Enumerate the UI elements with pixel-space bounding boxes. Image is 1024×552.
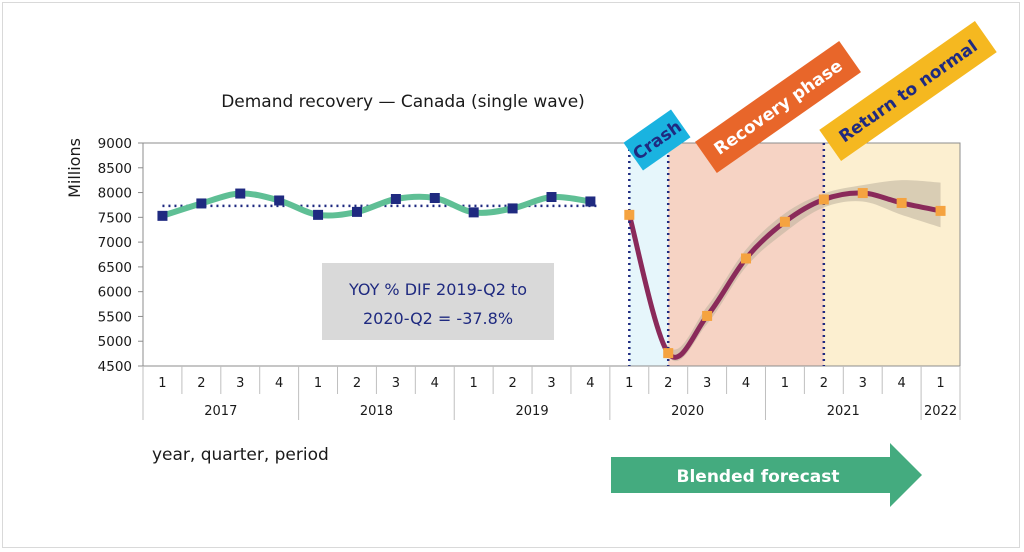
forecast-data-point xyxy=(818,194,829,205)
chart-title: Demand recovery — Canada (single wave) xyxy=(221,92,585,112)
x-quarter-label: 2 xyxy=(508,376,516,391)
x-quarter-label: 1 xyxy=(625,376,633,391)
x-quarter-label: 4 xyxy=(586,376,594,391)
x-year-label: 2019 xyxy=(516,404,549,419)
annotation-text-line-1: YOY % DIF 2019-Q2 to xyxy=(348,280,527,299)
phase-background xyxy=(823,143,960,366)
x-year-label: 2022 xyxy=(924,404,957,419)
phase-tag-background xyxy=(695,40,861,174)
y-tick-label: 7500 xyxy=(98,210,132,226)
forecast-data-point xyxy=(741,253,752,264)
x-quarter-label: 2 xyxy=(197,376,205,391)
y-tick-label: 6000 xyxy=(98,285,132,301)
blended-forecast-arrow: Blended forecast xyxy=(611,443,922,507)
x-quarter-label: 4 xyxy=(431,376,439,391)
history-data-point xyxy=(274,195,285,206)
history-data-point xyxy=(429,193,440,204)
series-markers xyxy=(157,188,946,359)
x-quarter-label: 1 xyxy=(781,376,789,391)
forecast-data-point xyxy=(663,348,674,359)
history-data-point xyxy=(235,188,246,199)
x-quarter-label: 2 xyxy=(820,376,828,391)
forecast-label: Blended forecast xyxy=(677,467,840,487)
x-quarter-label: 4 xyxy=(275,376,283,391)
phase-tag-background xyxy=(623,109,691,171)
forecast-data-point xyxy=(702,310,713,321)
x-quarter-label: 2 xyxy=(353,376,361,391)
x-quarter-label: 3 xyxy=(547,376,555,391)
annotation-text-line-2: 2020-Q2 = -37.8% xyxy=(363,309,513,328)
y-tick-label: 8000 xyxy=(98,186,132,202)
phase-backgrounds xyxy=(629,143,960,366)
x-year-label: 2020 xyxy=(671,404,704,419)
y-tick-label: 8500 xyxy=(98,161,132,177)
y-tick-label: 9000 xyxy=(98,136,132,152)
history-data-point xyxy=(196,198,207,209)
history-data-point xyxy=(313,209,324,220)
plot-border xyxy=(142,142,961,367)
x-year-label: 2017 xyxy=(204,404,237,419)
forecast-data-point xyxy=(935,205,946,216)
y-tick-label: 4500 xyxy=(98,359,132,375)
history-data-point xyxy=(468,207,479,218)
x-quarter-label: 4 xyxy=(898,376,906,391)
forecast-data-point xyxy=(896,197,907,208)
x-axis-label: year, quarter, period xyxy=(152,445,329,465)
y-tick-label: 7000 xyxy=(98,235,132,251)
phase-background xyxy=(629,143,669,366)
history-data-point xyxy=(585,196,596,207)
x-quarter-label: 3 xyxy=(859,376,867,391)
x-quarter-label: 1 xyxy=(314,376,322,391)
history-series-line xyxy=(159,190,594,219)
y-tick-label: 5000 xyxy=(98,334,132,350)
phase-tag-background xyxy=(819,20,997,162)
history-data-point xyxy=(157,210,168,221)
chart-axes: 4500 5000 5500 6000 6500 7000 7500 8000 8500 9000… xyxy=(98,136,961,420)
annotation-box: YOY % DIF 2019-Q2 to 2020-Q2 = -37.8% xyxy=(322,263,554,340)
x-year-label: 2018 xyxy=(360,404,393,419)
x-quarter-label: 1 xyxy=(470,376,478,391)
phase-dividers xyxy=(628,143,826,366)
x-quarter-label: 3 xyxy=(236,376,244,391)
forecast-data-point xyxy=(779,216,790,227)
x-quarter-label: 2 xyxy=(664,376,672,391)
y-axis-label: Millions xyxy=(65,138,84,198)
history-data-point xyxy=(507,203,518,214)
forecast-data-point xyxy=(857,188,868,199)
history-data-point xyxy=(546,192,557,203)
arrow-icon xyxy=(611,443,922,507)
x-quarter-label: 4 xyxy=(742,376,750,391)
x-quarter-label: 1 xyxy=(158,376,166,391)
x-quarter-label: 1 xyxy=(936,376,944,391)
y-tick-label: 6500 xyxy=(98,260,132,276)
phase-tag: Return to normal xyxy=(819,20,997,162)
annotation-background xyxy=(322,263,554,340)
phase-tag-label: Return to normal xyxy=(836,37,982,148)
forecast-data-point xyxy=(624,209,635,220)
y-tick-label: 5500 xyxy=(98,309,132,325)
history-data-point xyxy=(390,193,401,204)
history-data-point xyxy=(351,206,362,217)
x-year-label: 2021 xyxy=(827,404,860,419)
x-quarter-label: 3 xyxy=(703,376,711,391)
x-quarter-label: 3 xyxy=(392,376,400,391)
